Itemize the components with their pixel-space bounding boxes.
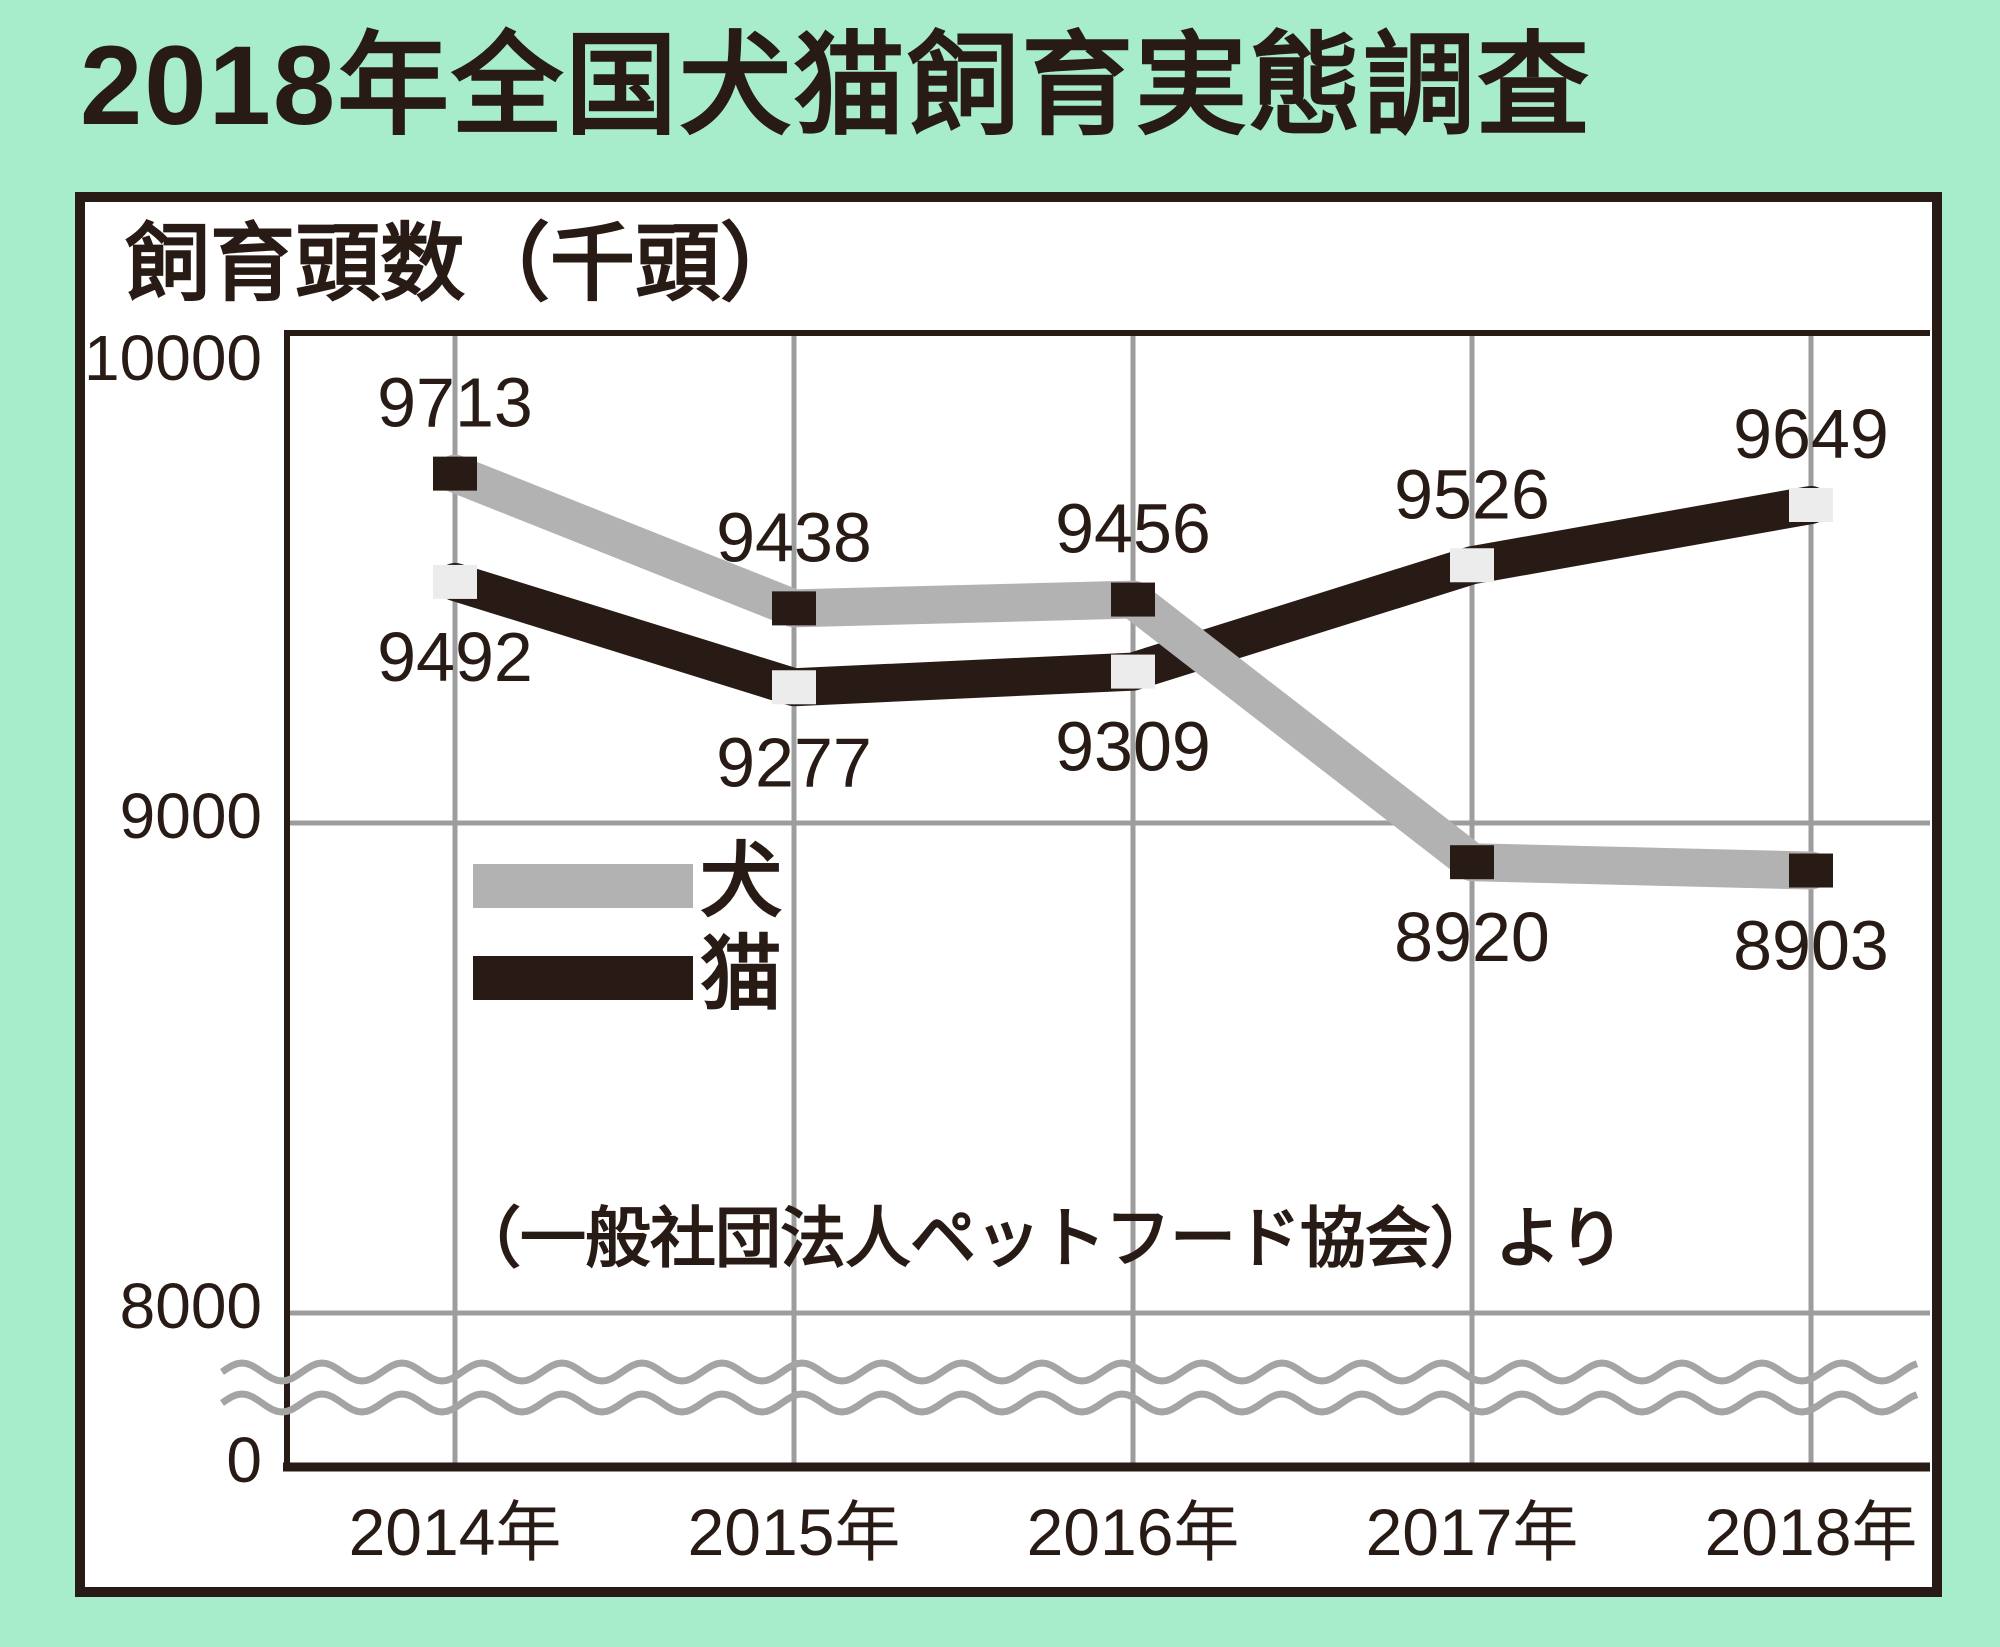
chart-title: 2018年全国犬猫飼育実態調査 (80, 23, 1592, 148)
series-0-marker-2017年 (1450, 845, 1494, 880)
series-1-marker-2017年 (1450, 548, 1494, 583)
series-1-value-label-2016年: 9309 (1055, 708, 1211, 786)
x-category-label-2014年: 2014年 (349, 1495, 562, 1569)
series-1-value-label-2017年: 9526 (1394, 455, 1550, 533)
legend-dog-swatch (473, 864, 693, 908)
series-0-marker-2014年 (433, 456, 477, 491)
series-1-marker-2018年 (1789, 487, 1833, 522)
x-category-label-2015年: 2015年 (688, 1495, 901, 1569)
series-1-value-label-2014年: 9492 (377, 618, 533, 696)
legend-dog-label: 犬 (700, 836, 783, 927)
series-0-marker-2015年 (772, 591, 816, 626)
series-1-marker-2015年 (772, 670, 816, 705)
legend-cat-label: 猫 (700, 929, 783, 1020)
y-tick-label-0: 0 (226, 1424, 262, 1496)
series-1-value-label-2015年: 9277 (716, 723, 872, 801)
series-0-marker-2018年 (1789, 853, 1833, 888)
x-category-label-2016年: 2016年 (1027, 1495, 1240, 1569)
series-0-value-label-2015年: 9438 (716, 498, 872, 576)
y-tick-label-9000: 9000 (120, 780, 262, 852)
series-0-value-label-2016年: 9456 (1055, 490, 1211, 568)
series-1-marker-2014年 (433, 564, 477, 599)
y-tick-label-10000: 10000 (84, 322, 262, 394)
series-0-marker-2016年 (1111, 582, 1155, 617)
series-0-value-label-2018年: 8903 (1733, 907, 1889, 985)
legend-cat-swatch (473, 956, 693, 1000)
x-category-label-2017年: 2017年 (1366, 1495, 1579, 1569)
series-0-value-label-2017年: 8920 (1394, 898, 1550, 976)
series-1-value-label-2018年: 9649 (1733, 395, 1889, 473)
y-tick-label-8000: 8000 (120, 1270, 262, 1342)
series-1-marker-2016年 (1111, 654, 1155, 689)
axis-break-wave-2 (220, 1390, 1919, 1416)
x-category-label-2018年: 2018年 (1705, 1495, 1918, 1569)
chart-panel (75, 192, 1942, 1597)
series-0-value-label-2014年: 9713 (377, 364, 533, 442)
y-axis-title: 飼育頭数（千頭） (125, 217, 806, 312)
axis-break-wave-1 (220, 1359, 1919, 1385)
source-note: （一般社団法人ペットフード協会）より (455, 1201, 1625, 1275)
